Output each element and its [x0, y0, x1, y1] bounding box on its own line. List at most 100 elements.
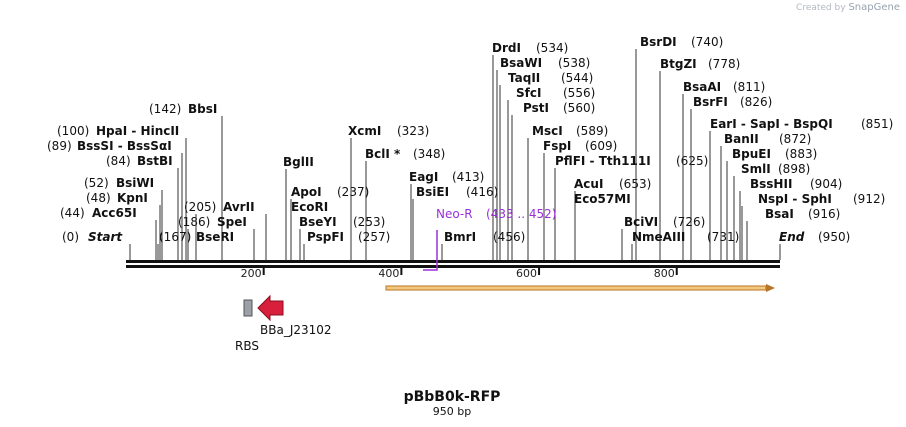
site-name: BsrDI: [640, 35, 677, 49]
site-name: BpuEI: [732, 147, 771, 161]
site-position: (556): [563, 86, 595, 100]
site-name: FspI: [543, 139, 571, 153]
site-name: DrdI: [492, 41, 521, 55]
site-position: (416): [466, 185, 498, 199]
site-name: (186): [178, 215, 210, 229]
backbone-bottom-strand: [126, 265, 780, 268]
watermark-brand: SnapGene: [848, 2, 900, 13]
site-name: AcuI: [574, 177, 603, 191]
site-position: (538): [558, 56, 590, 70]
neo-r-connector: [423, 230, 438, 271]
site-position: (237): [337, 185, 369, 199]
site-name: BssSI - BssSαI: [77, 139, 172, 153]
site-name: SpeI: [217, 215, 247, 229]
map-title: pBbB0k-RFP: [404, 389, 501, 405]
site-position: (731): [707, 230, 739, 244]
site-position: (912): [853, 192, 885, 206]
tick-label: 200: [241, 267, 262, 280]
site-position: (916): [808, 207, 840, 221]
site-name: PstI: [523, 101, 549, 115]
map-length: 950 bp: [433, 405, 471, 418]
site-position: (253): [353, 215, 385, 229]
site-position: (898): [778, 162, 810, 176]
site-name: BsiWI: [116, 176, 154, 190]
rbs-box: [243, 299, 253, 317]
site-position: (740): [691, 35, 723, 49]
feature-rbs: RBS: [235, 299, 259, 353]
tick-label: 800: [654, 267, 675, 280]
promoter-label: BBa_J23102: [260, 323, 332, 337]
site-position: (456): [493, 230, 525, 244]
neo-r-name: Neo-R: [436, 207, 473, 221]
site-name: BtgZI: [660, 57, 697, 71]
site-name: BssHII: [750, 177, 792, 191]
site-position: (811): [733, 80, 765, 94]
site-position: (826): [740, 95, 772, 109]
site-name: BanII: [724, 132, 759, 146]
site-position: (609): [585, 139, 617, 153]
site-position: (904): [810, 177, 842, 191]
site-position: (653): [619, 177, 651, 191]
site-position: (950): [818, 230, 850, 244]
backbone: [126, 260, 780, 268]
site-position: (544): [561, 71, 593, 85]
feature-promoter: BBa_J23102: [257, 294, 332, 337]
site-name: BglII: [283, 155, 314, 169]
site-name: BseYI: [299, 215, 337, 229]
site-name: Eco57MI: [574, 192, 631, 206]
site-name: EagI: [409, 170, 438, 184]
orange-feature-arrow: [385, 284, 775, 292]
site-name: HpaI - HincII: [96, 124, 179, 138]
site-name: XcmI: [348, 124, 381, 138]
site-name: (205): [184, 200, 216, 214]
site-name: ApoI: [291, 185, 322, 199]
tick-label: 600: [516, 267, 537, 280]
site-name: BclI *: [365, 147, 401, 161]
site-name: EcoRI: [291, 200, 328, 214]
site-name: EarI - SapI - BspQI: [710, 117, 833, 131]
site-name: SfcI: [516, 86, 541, 100]
restriction-sites: Start (0) Acc65I (44) KpnI (48) BsiWI (52) BstBI…: [47, 35, 893, 260]
site-position: (44): [60, 206, 85, 220]
site-name: NmeAIII: [632, 230, 685, 244]
site-name: AvrII: [223, 200, 255, 214]
site-name: Acc65I: [92, 206, 137, 220]
site-name: PflFI - Tth111I: [555, 154, 651, 168]
orange-feature-body: [385, 285, 767, 291]
scale-ticks: 200 400 600 800: [241, 267, 678, 280]
site-name: (167): [159, 230, 191, 244]
backbone-top-strand: [126, 260, 780, 263]
site-name: TaqII: [508, 71, 540, 85]
rbs-label: RBS: [235, 339, 259, 353]
site-name: BsaAI: [683, 80, 721, 94]
site-name: BsiEI: [416, 185, 449, 199]
site-position: (883): [785, 147, 817, 161]
site-position: (84): [106, 154, 131, 168]
site-position: (257): [358, 230, 390, 244]
watermark-prefix: Created by: [796, 3, 846, 13]
site-position: (872): [779, 132, 811, 146]
site-name: BmrI: [444, 230, 476, 244]
site-position: (100): [57, 124, 89, 138]
site-position: (89): [47, 139, 72, 153]
site-position: (323): [397, 124, 429, 138]
site-name: BseRI: [196, 230, 234, 244]
site-position: (348): [413, 147, 445, 161]
promoter-arrow: [257, 294, 284, 322]
site-name: BsaI: [765, 207, 794, 221]
site-position: (726): [673, 215, 705, 229]
site-name: BbsI: [188, 102, 217, 116]
neo-r-range: (433 .. 452): [486, 207, 556, 221]
site-name: End: [779, 230, 805, 244]
snapgene-watermark: Created by SnapGene: [796, 2, 900, 13]
site-name: KpnI: [117, 191, 148, 205]
site-position: (851): [861, 117, 893, 131]
site-name: BsrFI: [693, 95, 728, 109]
site-position: (413): [452, 170, 484, 184]
site-name: NspI - SphI: [758, 192, 832, 206]
site-position: (625): [676, 154, 708, 168]
site-name: BsaWI: [500, 56, 542, 70]
orange-feature-head: [766, 284, 775, 292]
site-name: Start: [88, 230, 123, 244]
